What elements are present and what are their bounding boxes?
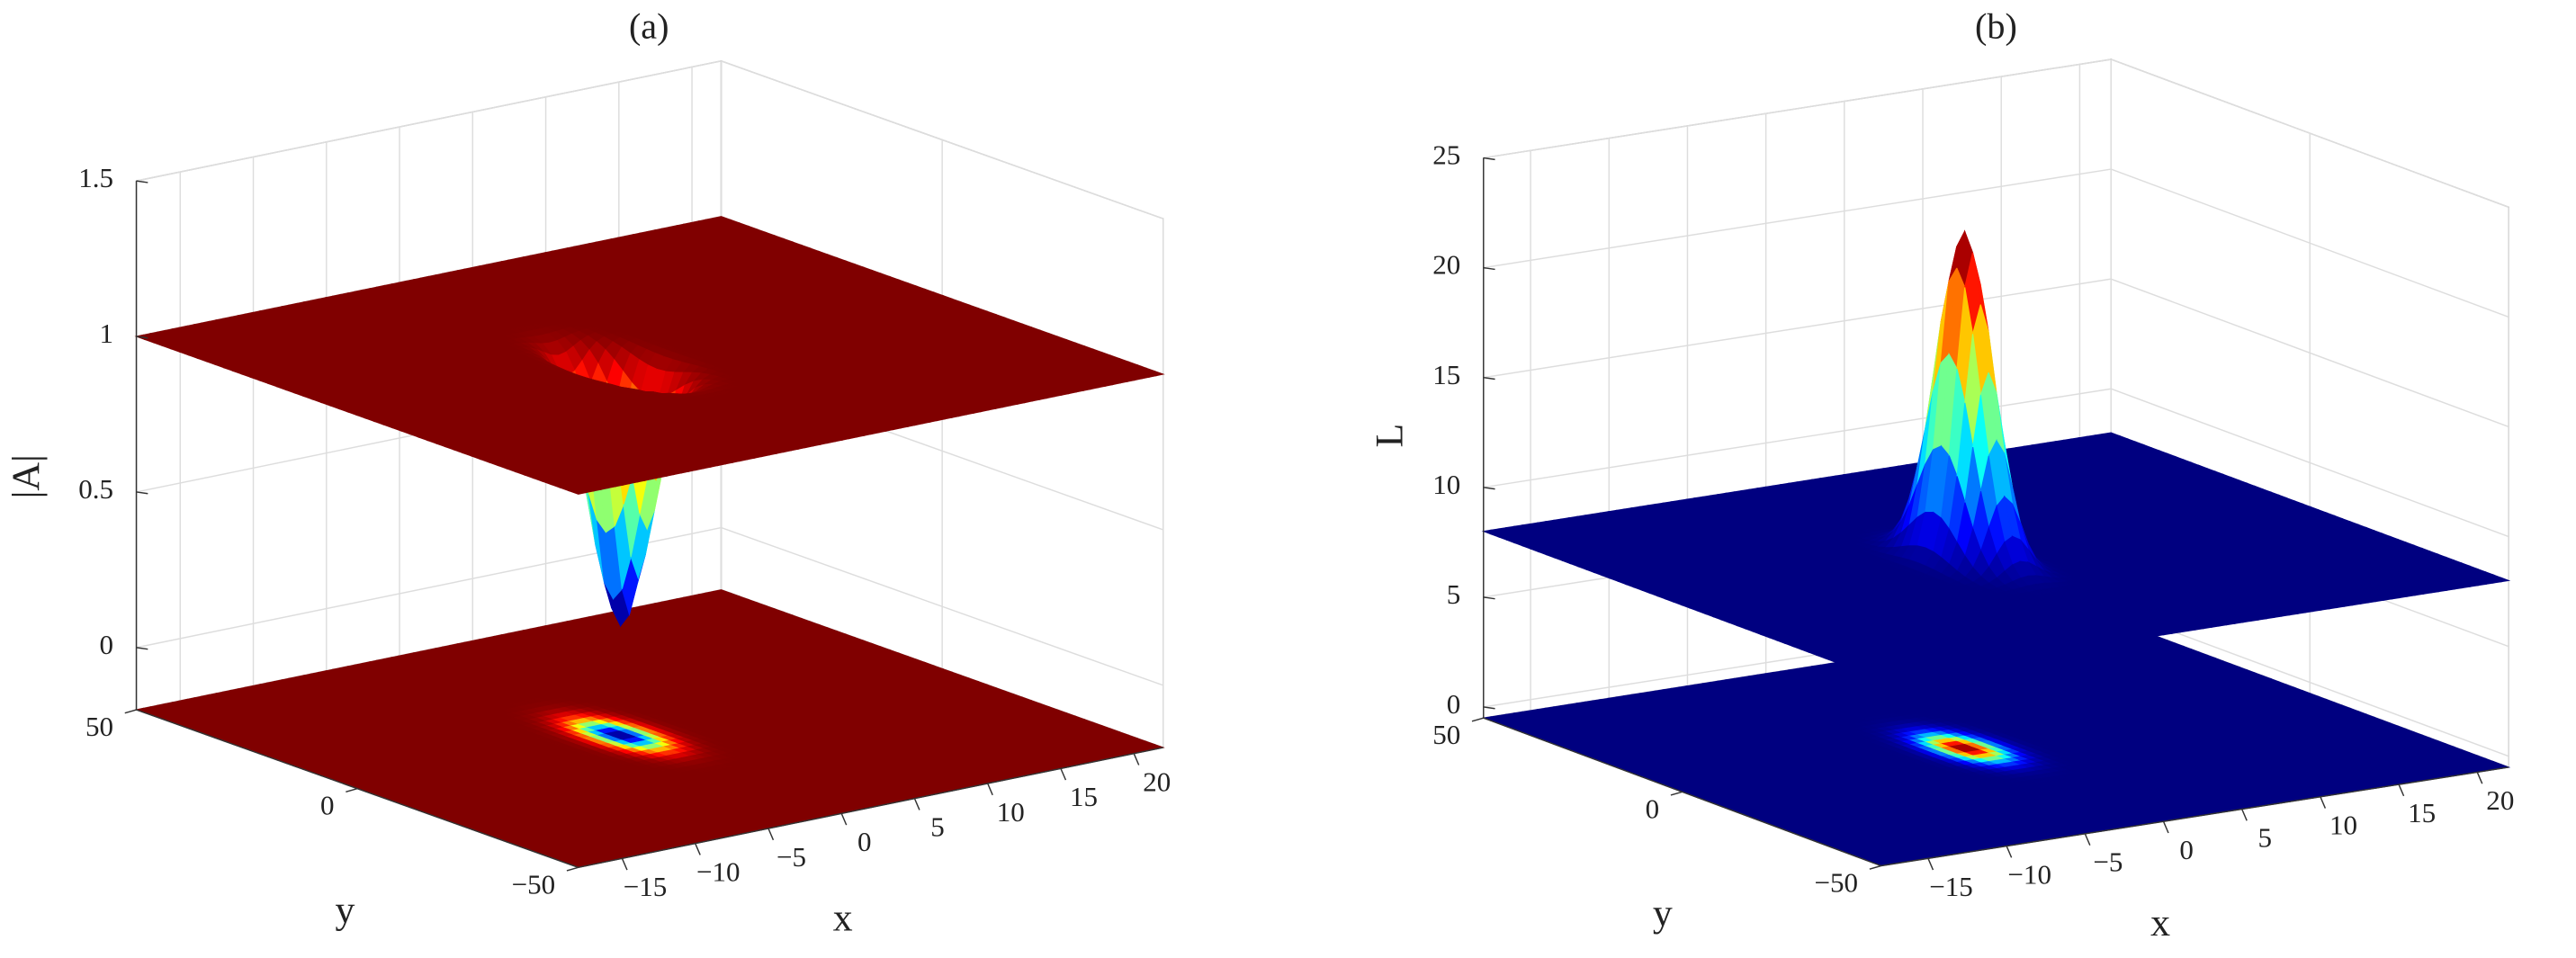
grid-line xyxy=(136,60,722,182)
grid-line xyxy=(721,60,1163,219)
grid-line xyxy=(721,526,1163,686)
contour-floor xyxy=(134,589,1165,868)
